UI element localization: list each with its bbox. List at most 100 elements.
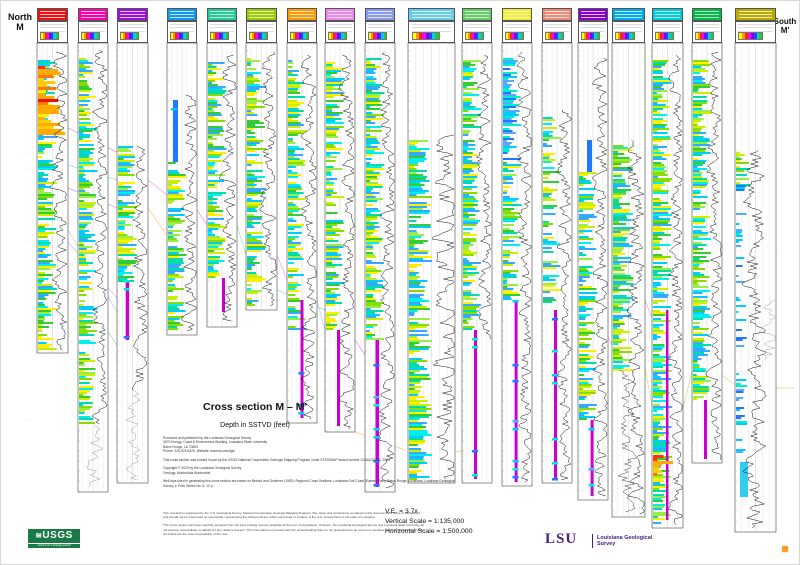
litho-bar	[288, 268, 300, 270]
litho-bar	[366, 120, 371, 122]
log-tick-bar	[552, 438, 558, 441]
legend-color-swatch	[428, 32, 433, 39]
litho-bar	[579, 304, 585, 306]
litho-bar	[653, 286, 657, 288]
litho-bar	[168, 192, 179, 194]
litho-bar	[247, 122, 264, 124]
copyright-paragraph: Copyright © 2025 by the Louisiana Geolog…	[163, 466, 242, 475]
litho-bar	[653, 138, 671, 140]
litho-bar	[38, 64, 50, 66]
well-info-text	[248, 23, 275, 33]
litho-bar	[208, 144, 214, 146]
litho-bar	[79, 144, 94, 146]
litho-bar	[366, 188, 373, 190]
litho-bar	[288, 154, 304, 156]
litho-bar	[463, 102, 472, 104]
litho-bar	[579, 194, 595, 196]
legend-color-swatch	[478, 32, 481, 39]
litho-bar	[79, 260, 87, 262]
color-scale-legend	[694, 31, 714, 40]
litho-bar	[653, 206, 672, 208]
litho-bar	[326, 294, 341, 296]
litho-bar	[168, 208, 185, 210]
litho-bar	[543, 233, 552, 235]
litho-bar	[79, 110, 85, 112]
litho-bar	[288, 82, 304, 84]
legend-color-swatch	[332, 32, 336, 39]
litho-bar	[208, 182, 218, 184]
litho-bar	[38, 254, 52, 256]
litho-bar	[118, 278, 128, 280]
litho-bar	[326, 62, 336, 64]
correlation-line	[236, 224, 247, 256]
litho-bar	[366, 170, 374, 172]
litho-bar	[168, 246, 178, 248]
litho-bar	[38, 66, 46, 69]
color-scale-legend	[289, 31, 309, 40]
litho-bar	[736, 423, 748, 425]
litho-bar	[409, 340, 432, 342]
litho-bar	[693, 248, 704, 250]
litho-bar	[38, 206, 46, 208]
litho-bar	[366, 212, 371, 214]
litho-bar	[38, 90, 46, 93]
log-tick-bar	[373, 428, 380, 431]
litho-bar	[613, 189, 632, 191]
litho-bar	[653, 78, 671, 80]
litho-bar	[409, 270, 415, 272]
litho-bar	[409, 424, 423, 426]
litho-bar	[653, 198, 660, 200]
litho-bar	[366, 234, 371, 236]
litho-bar	[326, 188, 334, 190]
litho-bar	[38, 132, 66, 135]
log-tick-bar	[373, 404, 380, 407]
litho-bar	[736, 275, 739, 277]
litho-bar	[118, 234, 128, 236]
litho-bar	[79, 272, 88, 274]
litho-bar	[288, 312, 303, 314]
litho-bar	[693, 386, 709, 388]
litho-bar	[247, 100, 266, 102]
litho-bar	[736, 385, 748, 387]
litho-bar	[693, 338, 705, 340]
litho-bar	[38, 278, 49, 280]
litho-bar	[79, 94, 89, 96]
litho-bar	[366, 112, 373, 114]
litho-bar	[168, 274, 180, 276]
litho-bar	[653, 382, 663, 384]
legend-color-swatch	[585, 32, 589, 39]
litho-bar	[653, 102, 658, 104]
litho-bar	[247, 94, 255, 96]
litho-bar	[653, 232, 665, 234]
litho-bar	[288, 174, 302, 176]
litho-bar	[579, 172, 597, 174]
litho-bar	[409, 312, 415, 314]
litho-bar	[693, 116, 698, 118]
litho-bar	[736, 339, 743, 341]
litho-bar	[38, 334, 48, 336]
litho-bar	[653, 132, 668, 134]
litho-bar	[463, 194, 469, 196]
litho-bar	[288, 120, 299, 122]
litho-bar	[79, 278, 88, 280]
litho-bar	[653, 66, 662, 68]
litho-bar	[326, 174, 332, 176]
litho-bar	[653, 444, 667, 446]
litho-bar	[288, 240, 293, 242]
litho-bar	[653, 86, 662, 88]
litho-bar	[503, 90, 518, 92]
litho-bar	[653, 82, 672, 84]
well-header	[37, 8, 68, 21]
litho-bar	[366, 246, 374, 248]
litho-bar	[247, 284, 252, 286]
litho-bar	[579, 204, 596, 206]
litho-bar	[579, 342, 586, 344]
litho-bar	[653, 408, 664, 410]
litho-bar	[288, 184, 301, 186]
correlation-line	[644, 367, 653, 406]
litho-bar	[653, 432, 670, 434]
litho-bar	[326, 228, 340, 230]
litho-bar	[463, 206, 474, 208]
litho-bar	[463, 188, 472, 190]
lsu-org-text: Louisiana Geological Survey	[597, 535, 653, 548]
